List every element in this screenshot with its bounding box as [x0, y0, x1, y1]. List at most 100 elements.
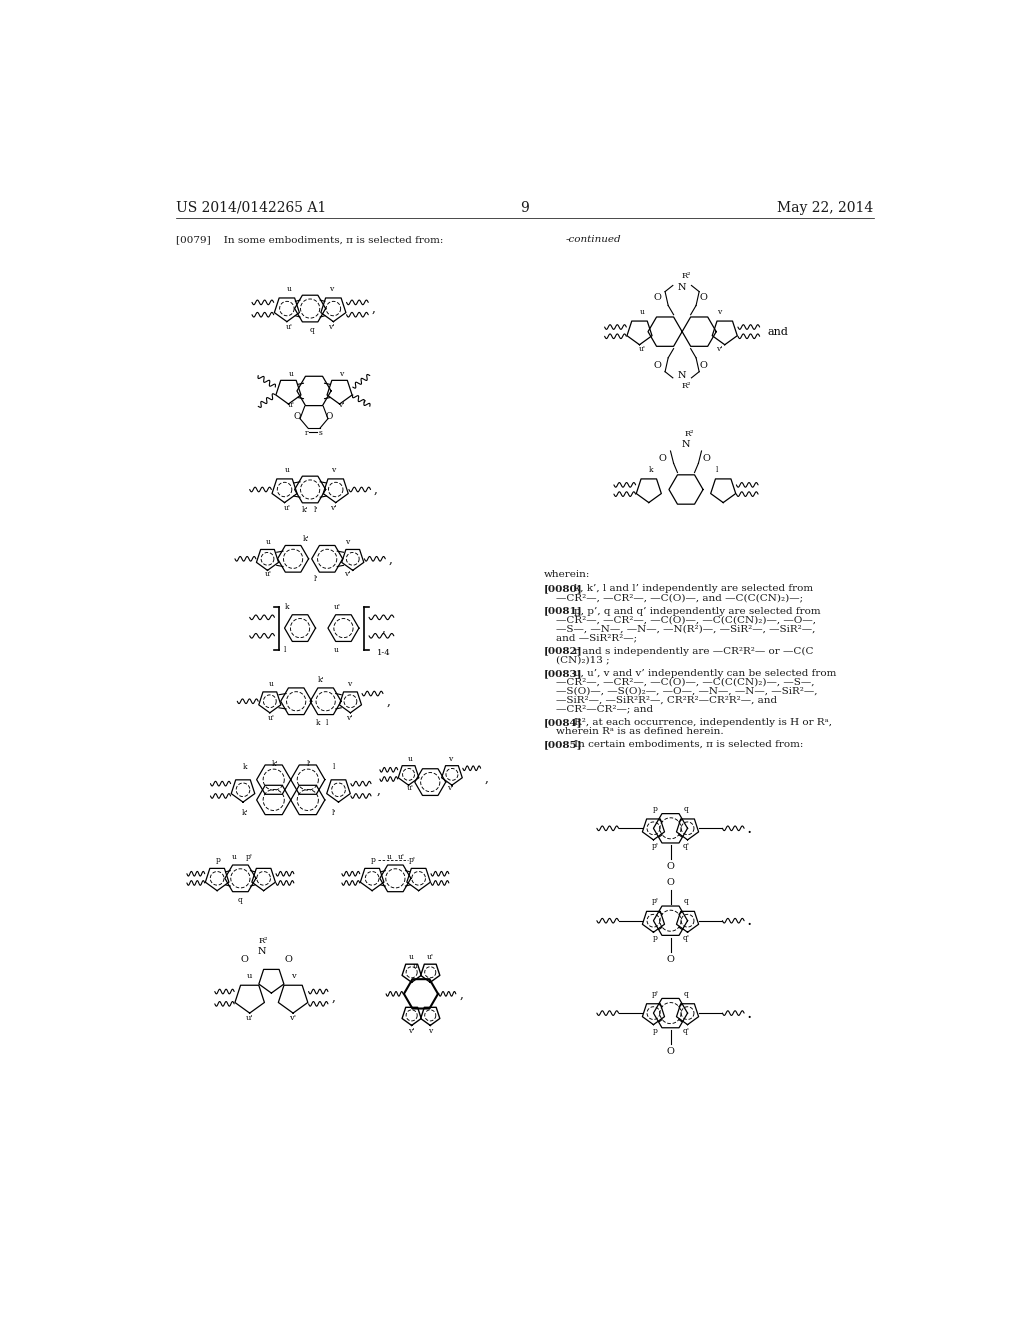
Text: ,: ,	[377, 783, 381, 796]
Text: p': p'	[246, 853, 253, 861]
Text: l: l	[284, 645, 286, 653]
Text: u': u'	[334, 602, 341, 611]
Text: v': v'	[716, 346, 723, 354]
Text: k': k'	[303, 535, 309, 543]
Text: v': v'	[290, 1014, 297, 1022]
Text: —S—, —N—, —N—, —N(R²)—, —SiR²—, —SiR²—,: —S—, —N—, —N—, —N(R²)—, —SiR²—, —SiR²—,	[556, 624, 815, 634]
Text: R²: R²	[684, 430, 694, 438]
Text: [0084]: [0084]	[544, 718, 583, 727]
Text: R²: R²	[681, 272, 691, 280]
Text: u': u'	[286, 323, 293, 331]
Text: v: v	[428, 1027, 432, 1035]
Text: wherein Rᵃ is as defined herein.: wherein Rᵃ is as defined herein.	[556, 726, 723, 735]
Text: v: v	[339, 370, 343, 378]
Text: v': v'	[328, 323, 334, 331]
Text: O: O	[658, 454, 667, 463]
Text: N: N	[258, 946, 266, 956]
Text: k: k	[285, 602, 289, 611]
Text: k': k'	[302, 506, 309, 513]
Text: p: p	[216, 855, 221, 863]
Text: [0082]: [0082]	[544, 647, 583, 656]
Text: r and s independently are —CR²R²— or —C(C: r and s independently are —CR²R²— or —C(…	[573, 647, 813, 656]
Text: ,: ,	[386, 694, 390, 708]
Text: ,: ,	[332, 991, 335, 1005]
Text: O: O	[293, 412, 301, 421]
Text: O: O	[667, 1047, 675, 1056]
Text: [0085]: [0085]	[544, 741, 583, 750]
Text: R²: R²	[259, 937, 268, 945]
Text: l': l'	[332, 809, 337, 817]
Text: —CR²—CR²—; and: —CR²—CR²—; and	[556, 705, 653, 713]
Text: l: l	[326, 719, 329, 727]
Text: p, p’, q and q’ independently are selected from: p, p’, q and q’ independently are select…	[573, 607, 820, 615]
Text: v: v	[347, 680, 351, 688]
Text: u: u	[247, 972, 252, 981]
Text: u: u	[231, 853, 237, 861]
Text: s: s	[318, 429, 323, 437]
Text: u: u	[410, 953, 414, 961]
Text: O: O	[653, 293, 662, 302]
Text: u: u	[408, 755, 413, 763]
Text: u': u'	[246, 1014, 254, 1022]
Text: u': u'	[268, 714, 274, 722]
Text: p': p'	[651, 990, 658, 998]
Text: [0081]: [0081]	[544, 607, 583, 615]
Text: p: p	[652, 935, 657, 942]
Text: v': v'	[409, 1027, 415, 1035]
Text: k: k	[315, 719, 321, 727]
Text: v: v	[717, 309, 722, 317]
Text: O: O	[699, 362, 708, 370]
Text: q: q	[684, 805, 688, 813]
Text: ,: ,	[460, 987, 463, 1001]
Text: —CR²—, —CR²—, —C(O)—, —C(C(CN)₂)—, —S—,: —CR²—, —CR²—, —C(O)—, —C(C(CN)₂)—, —S—,	[556, 677, 814, 686]
Text: u: u	[287, 285, 292, 293]
Text: p: p	[372, 855, 376, 863]
Text: v: v	[331, 466, 336, 474]
Text: k': k'	[272, 760, 279, 768]
Text: O: O	[667, 878, 675, 887]
Text: ,: ,	[362, 391, 367, 404]
Text: (CN)₂)13 ;: (CN)₂)13 ;	[556, 656, 609, 664]
Text: US 2014/0142265 A1: US 2014/0142265 A1	[176, 201, 327, 215]
Text: v': v'	[447, 784, 454, 792]
Text: v': v'	[338, 401, 344, 409]
Text: ,: ,	[374, 483, 378, 496]
Text: O: O	[285, 954, 293, 964]
Text: May 22, 2014: May 22, 2014	[777, 201, 873, 215]
Text: [0083]: [0083]	[544, 669, 583, 678]
Text: v: v	[449, 755, 453, 763]
Text: wherein:: wherein:	[544, 570, 591, 579]
Text: u: u	[639, 309, 644, 317]
Text: O: O	[241, 954, 248, 964]
Text: O: O	[702, 454, 710, 463]
Text: k: k	[649, 466, 653, 474]
Text: u: u	[413, 962, 417, 970]
Text: v': v'	[346, 714, 352, 722]
Text: .: .	[746, 912, 752, 929]
Text: k: k	[243, 763, 247, 771]
Text: v: v	[345, 537, 349, 546]
Text: —CR²—, —CR²—, —C(O)—, and —C(C(CN)₂)—;: —CR²—, —CR²—, —C(O)—, and —C(C(CN)₂)—;	[556, 593, 803, 602]
Text: [0079]    In some embodiments, π is selected from:: [0079] In some embodiments, π is selecte…	[176, 235, 443, 244]
Text: R², at each occurrence, independently is H or Rᵃ,: R², at each occurrence, independently is…	[573, 718, 831, 727]
Text: —S(O)—, —S(O)₂—, —O—, —N—, —N—, —SiR²—,: —S(O)—, —S(O)₂—, —O—, —N—, —N—, —SiR²—,	[556, 686, 817, 696]
Text: q: q	[309, 326, 314, 334]
Text: q: q	[684, 990, 688, 998]
Text: u': u'	[398, 853, 406, 861]
Text: l': l'	[314, 506, 318, 513]
Text: ,: ,	[389, 552, 392, 565]
Text: and —SiR²R²—;: and —SiR²R²—;	[556, 634, 637, 642]
Text: p': p'	[651, 842, 658, 850]
Text: u: u	[269, 680, 273, 688]
Text: N: N	[678, 284, 686, 292]
Text: p: p	[652, 805, 657, 813]
Text: r: r	[304, 429, 308, 437]
Text: u': u'	[407, 784, 414, 792]
Text: l: l	[333, 763, 336, 771]
Text: p': p'	[409, 855, 416, 863]
Text: O: O	[653, 362, 662, 370]
Text: R²: R²	[681, 381, 691, 389]
Text: 1-4: 1-4	[377, 648, 390, 657]
Text: q': q'	[683, 935, 689, 942]
Text: ,: ,	[372, 302, 376, 315]
